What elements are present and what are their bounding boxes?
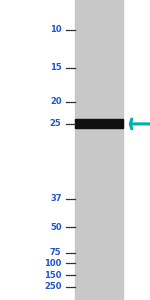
Text: 15: 15 [50, 63, 62, 72]
Text: 20: 20 [50, 98, 62, 106]
Text: 25: 25 [50, 119, 62, 128]
Text: 150: 150 [44, 271, 61, 280]
Text: 50: 50 [50, 223, 62, 232]
Text: 10: 10 [50, 26, 62, 34]
Text: 37: 37 [50, 194, 62, 203]
Bar [75, 119, 123, 128]
Text: 75: 75 [50, 248, 62, 257]
Bar [75, 0, 123, 300]
Text: 250: 250 [44, 282, 61, 291]
Text: 100: 100 [44, 259, 61, 268]
